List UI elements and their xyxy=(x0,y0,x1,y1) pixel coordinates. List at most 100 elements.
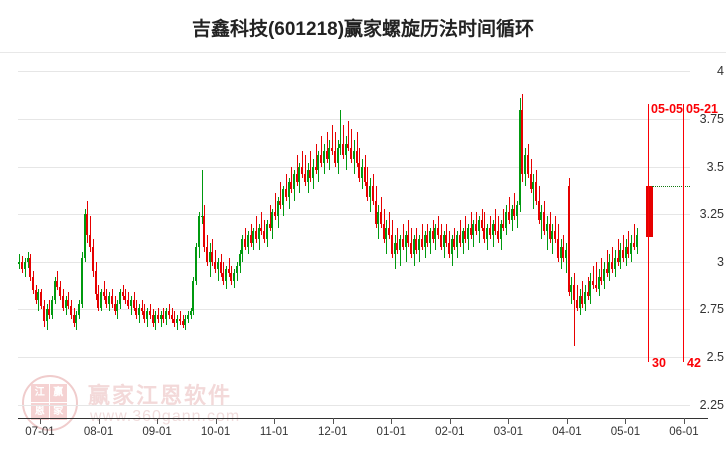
candle-body xyxy=(394,242,396,255)
candle-body xyxy=(236,265,238,274)
candle-body xyxy=(405,235,407,247)
x-axis-line xyxy=(18,418,708,419)
candle-body xyxy=(157,315,159,319)
candle-body xyxy=(309,170,311,179)
x-axis-tick xyxy=(332,418,334,424)
candle-body xyxy=(453,239,455,247)
candle-body xyxy=(396,242,398,251)
candle-body xyxy=(54,280,56,300)
candle-body xyxy=(154,315,156,323)
candle-body xyxy=(203,216,205,247)
candle-wick xyxy=(256,216,257,243)
x-axis-label: 03-01 xyxy=(493,426,524,438)
candle-body xyxy=(184,318,186,325)
candle-wick xyxy=(618,239,619,266)
candle-body xyxy=(579,296,581,308)
candle-body xyxy=(274,212,276,217)
plot-area[interactable] xyxy=(18,60,690,418)
candle-body xyxy=(513,208,515,217)
candle-wick xyxy=(270,204,271,232)
candle-body xyxy=(331,147,333,152)
candle-body xyxy=(521,109,523,175)
cycle-line[interactable] xyxy=(683,104,685,362)
candle-wick xyxy=(634,223,635,251)
y-axis-label: 2.75 xyxy=(699,302,724,317)
candle-wick xyxy=(161,311,162,327)
candle-body xyxy=(608,261,610,274)
gridline xyxy=(18,71,690,73)
candle-wick xyxy=(316,143,317,175)
candle-body xyxy=(337,147,339,163)
candle-body xyxy=(97,294,99,308)
candle-body xyxy=(95,271,97,295)
candle-body xyxy=(625,246,627,259)
candle-body xyxy=(350,147,352,160)
candle-wick xyxy=(471,212,472,239)
candle-body xyxy=(369,185,371,198)
candle-body xyxy=(143,311,145,319)
candle-body xyxy=(152,315,154,323)
candle-body xyxy=(239,254,241,266)
candle-body xyxy=(27,258,29,262)
candle-wick xyxy=(343,124,344,159)
candle-body xyxy=(358,162,360,179)
candle-body xyxy=(146,311,148,319)
candle-body xyxy=(456,235,458,247)
x-axis-label: 10-01 xyxy=(200,426,231,438)
cycle-line[interactable] xyxy=(648,104,650,362)
candle-body xyxy=(546,223,548,232)
candle-wick xyxy=(552,223,553,255)
x-axis-tick xyxy=(508,418,510,424)
candle-body xyxy=(84,214,86,259)
candle-wick xyxy=(19,254,20,270)
candle-body xyxy=(206,246,208,262)
x-axis-tick xyxy=(274,418,276,424)
candle-body xyxy=(557,239,559,259)
y-axis-label: 4 xyxy=(717,64,724,79)
candle-body xyxy=(451,239,453,255)
candle-wick xyxy=(541,204,542,239)
candle-body xyxy=(489,227,491,236)
candle-body xyxy=(377,212,379,224)
candle-wick xyxy=(582,280,583,308)
candle-body xyxy=(182,320,184,325)
candle-body xyxy=(37,292,39,300)
candle-body xyxy=(342,143,344,156)
candle-body xyxy=(527,155,529,175)
candle-body xyxy=(372,185,374,201)
candle-body xyxy=(413,239,415,255)
y-axis-label: 2.5 xyxy=(706,350,724,365)
candle-body xyxy=(470,227,472,236)
candle-body xyxy=(195,246,197,281)
candle-body xyxy=(619,250,621,262)
candle-wick xyxy=(509,197,510,224)
candle-body xyxy=(600,277,602,281)
candle-wick xyxy=(125,288,126,304)
candle-body xyxy=(524,155,526,175)
candle-body xyxy=(554,231,556,239)
candle-body xyxy=(105,296,107,304)
candle-body xyxy=(622,250,624,259)
x-axis-tick xyxy=(157,418,159,424)
candle-wick xyxy=(498,216,499,243)
candle-body xyxy=(124,296,126,300)
candle-body xyxy=(630,242,632,255)
candle-wick xyxy=(555,216,556,243)
candle-wick xyxy=(245,227,246,251)
x-axis-tick xyxy=(684,418,685,424)
candle-wick xyxy=(422,223,423,251)
candle-body xyxy=(29,258,31,278)
candle-body xyxy=(62,296,64,308)
candle-body xyxy=(345,143,347,156)
candle-wick xyxy=(381,197,382,228)
candle-body xyxy=(75,315,77,323)
candle-body xyxy=(562,246,564,259)
candle-body xyxy=(108,296,110,304)
candle-body xyxy=(250,235,252,243)
candle-body xyxy=(258,227,260,239)
candle-body xyxy=(168,311,170,316)
candle-body xyxy=(171,315,173,319)
candle-body xyxy=(103,292,105,297)
candle-body xyxy=(475,223,477,232)
